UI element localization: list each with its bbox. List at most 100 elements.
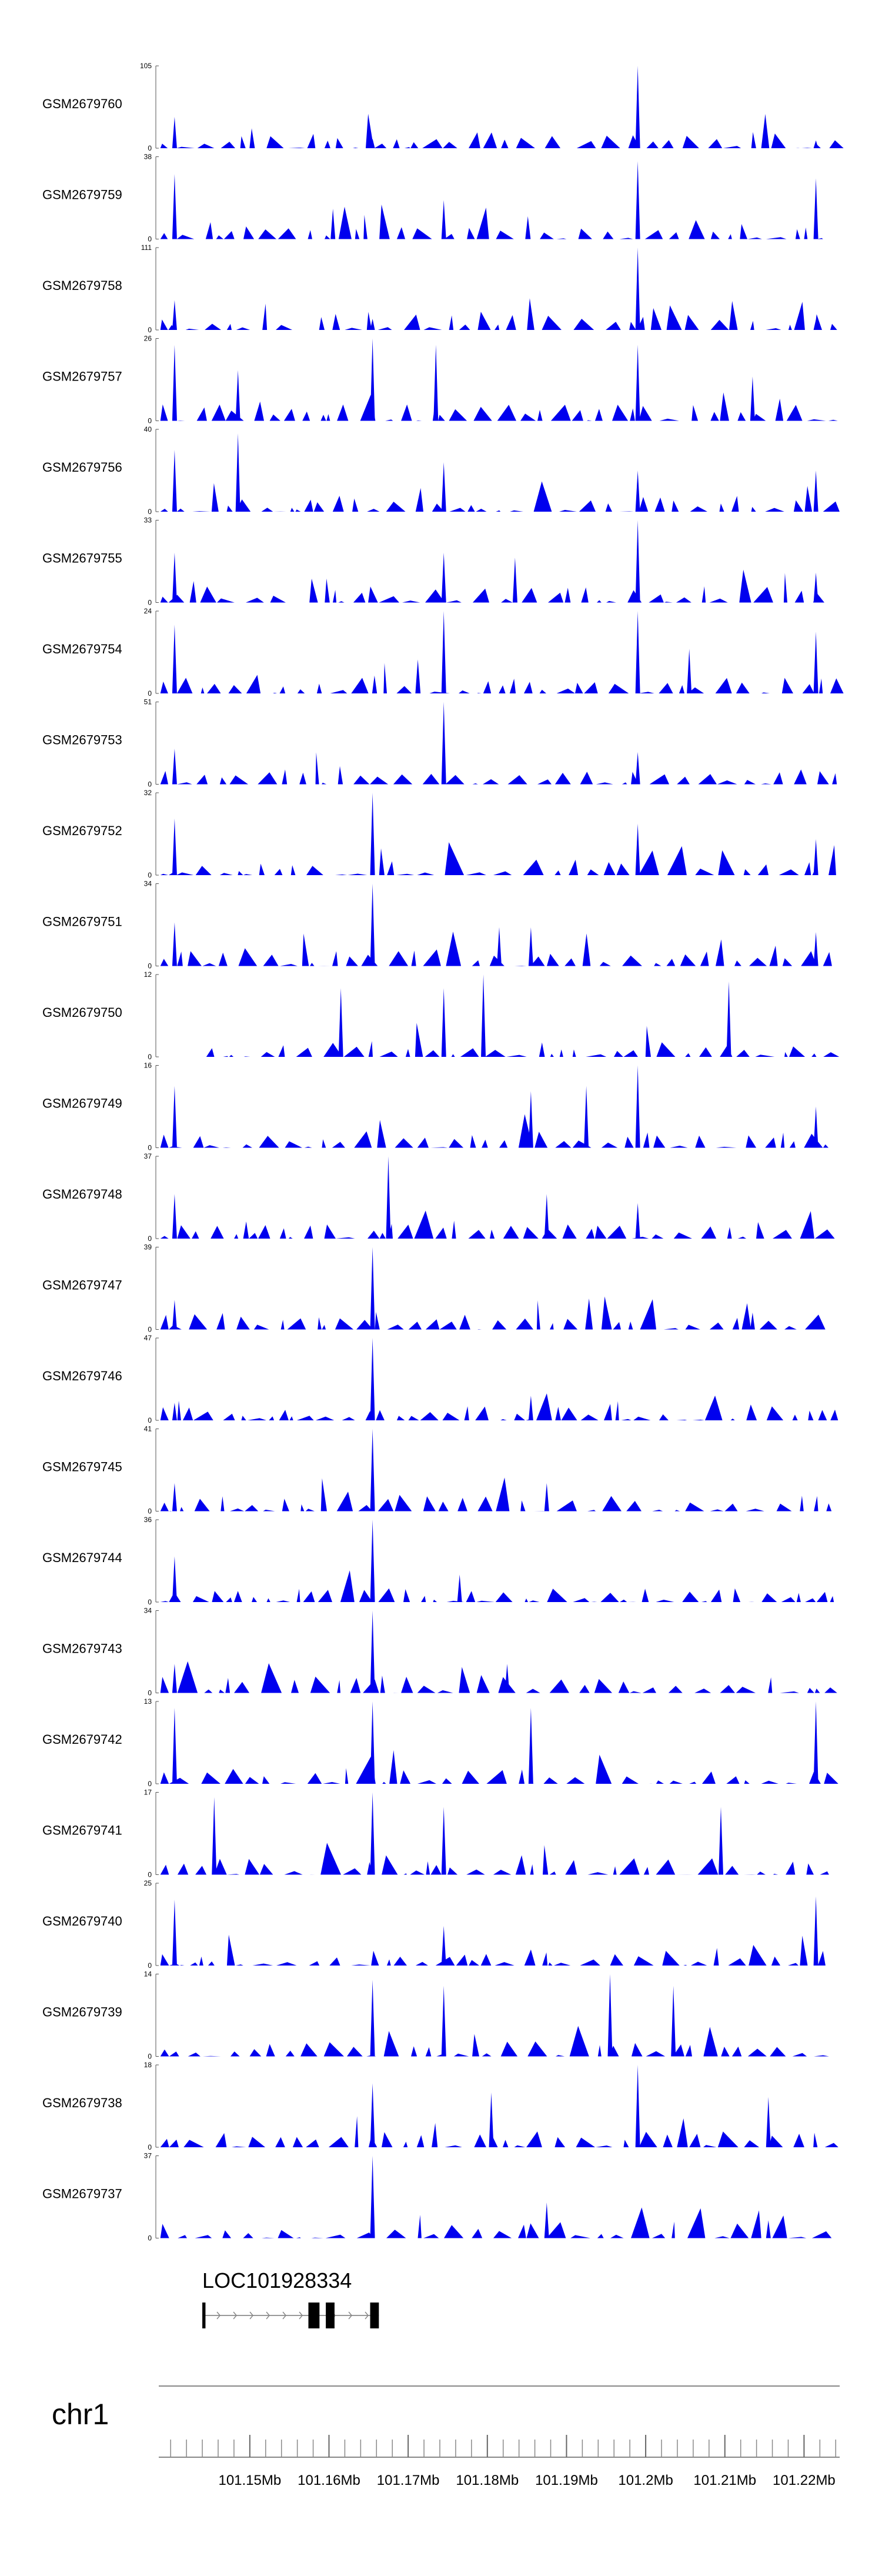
- y-max-label: 34: [144, 1607, 152, 1615]
- coverage-track: GSM2679758 111 0: [42, 243, 840, 334]
- y-max-label: 26: [144, 335, 152, 343]
- coverage-peak: [172, 625, 177, 693]
- strand-arrow-icon: [266, 2311, 270, 2320]
- coverage-peak: [172, 552, 177, 603]
- y-max-label: 33: [144, 516, 152, 525]
- genome-axis: 101.15Mb 101.16Mb 101.17Mb 101.18Mb 101.19Mb…: [159, 2385, 840, 2488]
- coverage-peak: [370, 1610, 375, 1693]
- y-min-label: 0: [148, 1598, 152, 1606]
- coverage-track: GSM2679752 32 0: [42, 789, 840, 879]
- coverage-track: GSM2679751 34 0: [42, 880, 840, 970]
- coverage-peak: [172, 1664, 177, 1693]
- y-max-label: 47: [144, 1334, 152, 1342]
- track-label: GSM2679750: [42, 1005, 122, 1020]
- coverage-peak: [671, 1986, 676, 2057]
- y-max-label: 105: [140, 62, 152, 70]
- coverage-peak: [719, 1807, 724, 1875]
- coverage-track: GSM2679748 37 0: [42, 1152, 840, 1243]
- coverage-peak: [370, 1701, 375, 1784]
- coverage-track: GSM2679757 26 0: [42, 335, 840, 425]
- coverage-area: [159, 1843, 840, 1875]
- coverage-area: [159, 1114, 840, 1148]
- axis-tick-label: 101.2Mb: [618, 2472, 673, 2488]
- coverage-peak: [172, 1403, 177, 1420]
- coverage-area: [159, 1477, 840, 1511]
- y-max-label: 111: [141, 243, 152, 252]
- coverage-peak: [813, 632, 818, 693]
- y-max-label: 39: [144, 1243, 152, 1252]
- coverage-peak: [512, 558, 517, 603]
- coverage-peak: [433, 345, 439, 421]
- coverage-peak: [635, 471, 640, 512]
- coverage-area: [159, 1661, 840, 1693]
- coverage-peak: [172, 174, 177, 239]
- coverage-peak: [370, 319, 375, 330]
- gene-exon: [370, 2303, 379, 2328]
- track-label: GSM2679747: [42, 1278, 122, 1293]
- track-label: GSM2679757: [42, 369, 122, 384]
- axis-tick-label: 101.22Mb: [773, 2472, 836, 2488]
- coverage-area: [159, 481, 840, 512]
- coverage-area: [159, 392, 840, 421]
- y-min-label: 0: [148, 1144, 152, 1152]
- coverage-track: GSM2679740 25 0: [42, 1879, 840, 1970]
- axis-tick-label: 101.19Mb: [535, 2472, 598, 2488]
- coverage-peak: [441, 1986, 446, 2057]
- coverage-peak: [635, 2065, 640, 2147]
- y-min-label: 0: [148, 1053, 152, 1061]
- coverage-peak: [172, 749, 177, 785]
- y-min-label: 0: [148, 144, 152, 152]
- y-min-label: 0: [148, 780, 152, 789]
- coverage-track: GSM2679738 18 0: [42, 2061, 840, 2151]
- y-max-label: 37: [144, 2152, 152, 2160]
- coverage-peak: [635, 520, 640, 603]
- coverage-peak: [544, 2203, 549, 2238]
- coverage-peak: [441, 462, 446, 512]
- y-min-label: 0: [148, 417, 152, 425]
- axis-tick-label: 101.16Mb: [298, 2472, 360, 2488]
- y-max-label: 14: [144, 1970, 152, 1978]
- coverage-peak: [370, 883, 375, 966]
- coverage-peak: [813, 140, 818, 148]
- genome-axis-track: chr1 101.15Mb 101.16Mb 101.17Mb 101.18Mb 101…: [52, 2385, 840, 2488]
- coverage-peak: [528, 1091, 533, 1148]
- coverage-peak: [635, 161, 640, 239]
- gene-exon: [308, 2303, 320, 2328]
- track-label: GSM2679743: [42, 1641, 122, 1656]
- gene-exon: [326, 2303, 335, 2328]
- coverage-area: [159, 842, 840, 875]
- coverage-area: [159, 1750, 840, 1784]
- y-min-label: 0: [148, 508, 152, 516]
- y-max-label: 24: [144, 607, 152, 615]
- axis-tick-label: 101.15Mb: [218, 2472, 281, 2488]
- y-max-label: 38: [144, 153, 152, 161]
- coverage-peak: [172, 818, 177, 875]
- coverage-peak: [370, 1247, 375, 1330]
- y-max-label: 40: [144, 425, 152, 433]
- coverage-peak: [813, 932, 818, 966]
- gene-track: LOC101928334: [202, 2268, 379, 2328]
- track-label: GSM2679758: [42, 278, 122, 293]
- gene-exon: [202, 2303, 206, 2328]
- coverage-peak: [726, 981, 731, 1057]
- coverage-peak: [528, 1396, 533, 1420]
- coverage-peak: [813, 471, 818, 512]
- coverage-area: [159, 752, 840, 785]
- coverage-track: GSM2679749 16 0: [42, 1062, 840, 1152]
- coverage-area: [159, 114, 844, 148]
- coverage-peak: [481, 975, 486, 1057]
- y-min-label: 0: [148, 2143, 152, 2151]
- y-max-label: 37: [144, 1152, 152, 1160]
- track-label: GSM2679759: [42, 188, 122, 202]
- coverage-track: GSM2679754 24 0: [42, 607, 844, 698]
- coverage-track: GSM2679755 33 0: [42, 516, 840, 607]
- track-label: GSM2679744: [42, 1550, 122, 1565]
- y-max-label: 36: [144, 1516, 152, 1524]
- coverage-peak: [635, 66, 640, 148]
- coverage-track: GSM2679747 39 0: [42, 1243, 840, 1334]
- y-min-label: 0: [148, 599, 152, 607]
- coverage-peak: [750, 1312, 755, 1330]
- coverage-track: GSM2679756 40 0: [42, 425, 840, 516]
- y-min-label: 0: [148, 1326, 152, 1334]
- coverage-track: GSM2679742 13 0: [42, 1697, 840, 1788]
